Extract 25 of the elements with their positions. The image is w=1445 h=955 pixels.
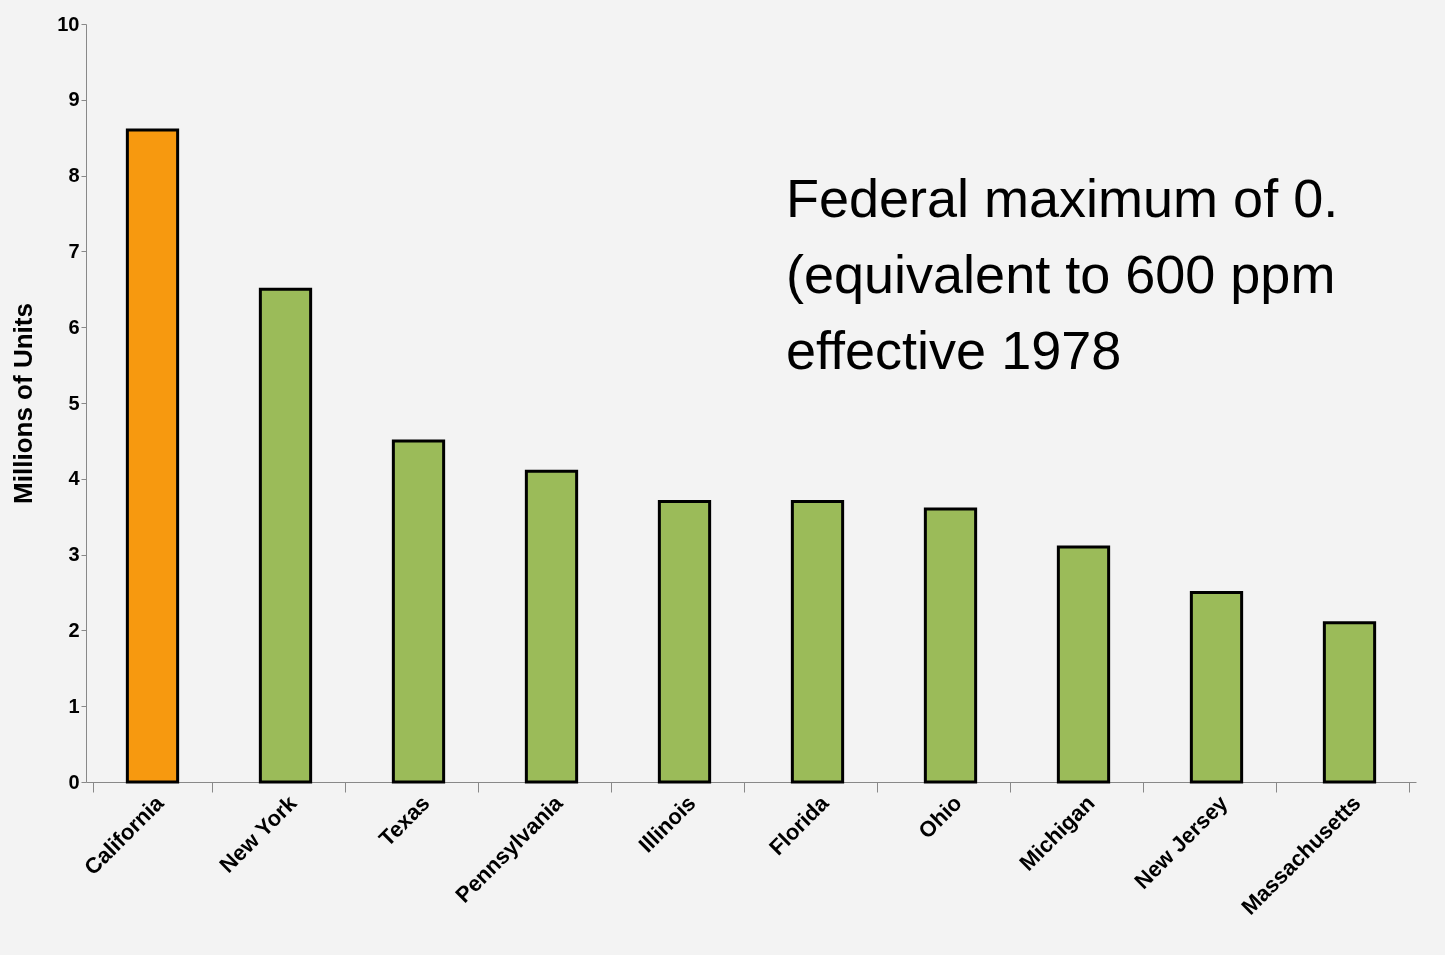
bar: [1056, 545, 1111, 784]
bar: [1322, 621, 1377, 784]
bar: [923, 507, 978, 784]
y-tick-label: 2: [68, 618, 80, 641]
y-tick-label: 0: [68, 770, 80, 793]
bar: [258, 287, 313, 784]
bar: [125, 128, 180, 784]
y-tick-label: 3: [68, 543, 80, 566]
bar: [524, 469, 579, 784]
bar: [1189, 591, 1244, 784]
y-tick-label: 4: [68, 467, 81, 490]
bar: [391, 439, 446, 784]
y-tick-label: 9: [68, 88, 80, 111]
y-tick-label: 1: [68, 694, 80, 717]
annotation: effective 1978: [786, 319, 1122, 380]
y-axis-title: Millions of Units: [8, 303, 39, 504]
y-tick-label: 6: [68, 315, 80, 338]
annotation: (equivalent to 600 ppm: [786, 243, 1336, 304]
y-tick-label: 5: [68, 391, 80, 414]
y-tick-label: 10: [57, 12, 80, 35]
y-tick-label: 7: [68, 239, 80, 262]
bar: [657, 500, 712, 784]
annotation: Federal maximum of 0.: [786, 168, 1339, 228]
bar: [790, 500, 845, 784]
y-tick-label: 8: [68, 164, 80, 187]
